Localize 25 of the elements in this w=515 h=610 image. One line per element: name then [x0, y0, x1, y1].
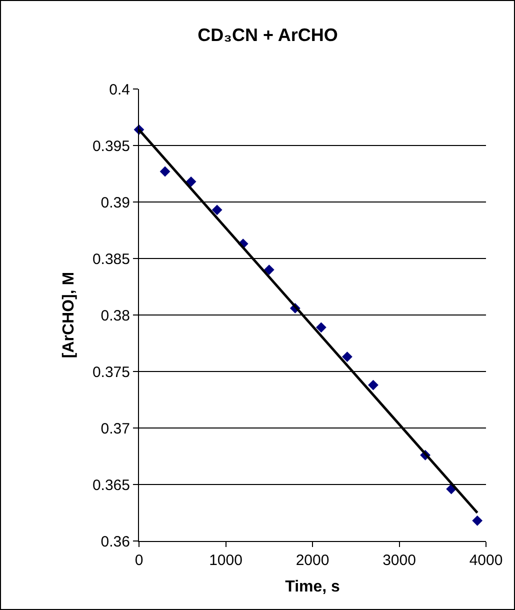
- x-tick-label: 2000: [296, 552, 330, 569]
- point: [186, 176, 196, 187]
- y-tick-label: 0.385: [92, 250, 130, 268]
- point: [264, 264, 274, 275]
- point: [472, 515, 483, 526]
- point: [212, 204, 222, 216]
- x-axis-title: Time, s: [285, 578, 340, 596]
- x-tick-label: 0: [134, 552, 144, 569]
- point: [316, 322, 326, 333]
- y-tick-label: 0.395: [92, 138, 130, 155]
- y-axis-title: [ArCHO], M: [60, 272, 78, 358]
- y-tick-label: 0.375: [92, 364, 130, 381]
- point: [160, 166, 170, 177]
- point: [368, 380, 378, 390]
- y-tick-label: 0.39: [100, 194, 130, 212]
- y-tick-label: 0.37: [100, 420, 130, 438]
- x-tick-label: 4000: [469, 552, 503, 569]
- x-tick-label: 1000: [209, 552, 242, 569]
- y-tick-label: 0.38: [100, 307, 130, 324]
- chart-title: CD₃CN + ArCHO: [198, 24, 338, 45]
- y-tick-label: 0.365: [92, 476, 130, 494]
- y-tick-label: 0.36: [100, 533, 130, 550]
- x-tick-label: 3000: [382, 552, 416, 569]
- point: [342, 352, 352, 362]
- y-tick-label: 0.4: [109, 81, 130, 98]
